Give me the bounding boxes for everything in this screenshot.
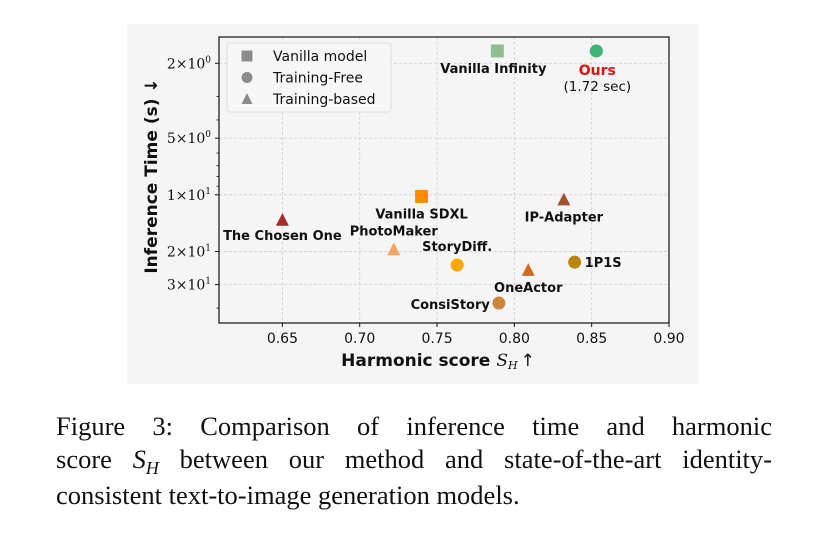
figure-background [127, 24, 699, 384]
label-1p1s: 1P1S [585, 256, 622, 271]
y-tick-label: 2×101 [167, 243, 211, 260]
y-tick-label: 5×100 [167, 130, 211, 147]
legend-circle-icon [241, 72, 253, 83]
x-tick-label: 0.85 [576, 331, 607, 347]
legend-triangle-icon [241, 93, 253, 104]
caption-line-3: consistent text-to-image generation mode… [56, 480, 520, 510]
caption-line-1: Figure 3: Comparison of inference time a… [56, 411, 772, 441]
caption-text: score [56, 444, 133, 474]
point-ours [589, 44, 603, 58]
point-oneactor [521, 263, 535, 276]
legend-label: Training-Free [272, 71, 363, 87]
label-oneactor: OneActor [494, 281, 563, 296]
caption-text: between our method and state-of-the-art … [158, 444, 772, 474]
legend-box [226, 42, 392, 113]
point-storydiff [450, 258, 464, 272]
y-axis: 2×100 5×100 1×101 2×101 3×101 [167, 55, 219, 309]
legend-square-icon [241, 50, 253, 62]
plot-frame [218, 36, 670, 324]
label-photomaker: PhotoMaker [350, 224, 439, 239]
scatter-chart: 0.65 0.70 0.75 0.80 0.85 0.90 2×100 5×100 1×101… [142, 36, 685, 372]
x-axis-title-sub: H [507, 359, 518, 372]
label-consistory: ConsiStory [411, 298, 491, 313]
point-the-chosen-one [275, 213, 289, 226]
caption-math: S [132, 444, 146, 474]
annotation-ours: (1.72 sec) [563, 79, 631, 95]
point-ip-adapter [557, 192, 571, 206]
x-axis-title-text: Harmonic score [341, 351, 490, 371]
x-tick-label: 0.70 [344, 331, 375, 347]
label-the-chosen-one: The Chosen One [223, 229, 342, 244]
y-tick-label: 1×101 [167, 187, 211, 204]
y-tick-label: 3×101 [167, 277, 211, 294]
point-vanilla-sdxl [415, 189, 429, 203]
label-vanilla-infinity: Vanilla Infinity [440, 62, 547, 77]
label-storydiff: StoryDiff. [422, 240, 492, 255]
label-ours: Ours [579, 63, 616, 79]
x-tick-label: 0.90 [653, 331, 684, 347]
x-axis: 0.65 0.70 0.75 0.80 0.85 0.90 [267, 323, 685, 347]
x-axis-title-math: S [496, 351, 508, 371]
caption-line-2: score SH between our method and state-of… [56, 443, 772, 479]
x-tick-label: 0.80 [499, 331, 530, 347]
x-axis-title-arrow: ↑ [521, 351, 535, 371]
label-ip-adapter: IP-Adapter [525, 211, 604, 226]
point-vanilla-infinity [490, 44, 504, 58]
y-axis-title: Inference Time (s) ↓ [142, 78, 162, 273]
figure-caption: Figure 3: Comparison of inference time a… [56, 410, 772, 512]
y-tick-label: 2×100 [167, 55, 211, 72]
legend-label: Training-based [272, 92, 376, 108]
point-labels: Vanilla Infinity Ours(1.72 sec) Vanilla SD… [223, 62, 631, 313]
caption-math-sub: H [145, 458, 159, 478]
point-1p1s [568, 255, 582, 269]
x-axis-title: Harmonic score SH ↑ [341, 351, 535, 372]
point-consistory [492, 296, 506, 310]
label-vanilla-sdxl: Vanilla SDXL [375, 207, 468, 222]
legend-label: Vanilla model [273, 49, 367, 65]
legend: Vanilla model Training-Free Training-based [226, 42, 392, 113]
point-photomaker [387, 242, 401, 256]
x-tick-label: 0.65 [267, 331, 298, 347]
x-tick-label: 0.75 [421, 331, 452, 347]
data-points [275, 44, 603, 310]
